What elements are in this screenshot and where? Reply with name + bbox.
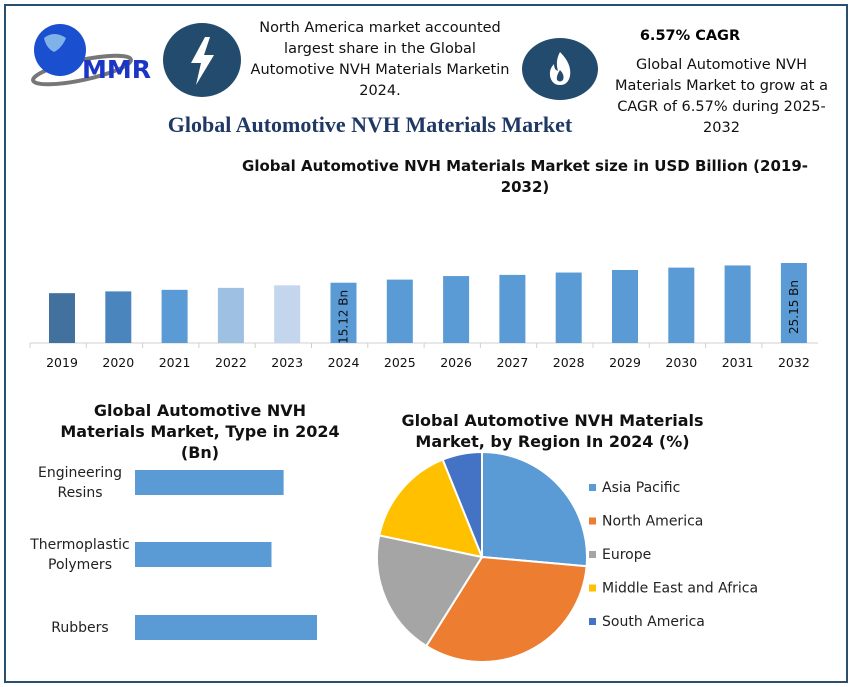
x-tick-label: 2025 (384, 355, 416, 370)
x-tick-label: 2032 (778, 355, 810, 370)
bar-Thermoplastic Polymers (135, 542, 272, 567)
market-size-chart: 2019 2020 2021 2022 2023 2024 15.12 Bn 2025 2026… (29, 263, 819, 370)
bar-2022 (217, 287, 244, 343)
slice-middle-east-and-africa (378, 458, 484, 559)
cagr-note: Global Automotive NVH Materials Market t… (615, 57, 828, 136)
x-tick-label: 2022 (215, 355, 247, 370)
bar-Rubbers (135, 615, 317, 640)
bar-2021 (161, 289, 188, 343)
bar-2027 (499, 274, 526, 343)
x-tick-label: 2026 (440, 355, 472, 370)
type-chart: Engineering Resins Thermoplastic Polymers Ru… (29, 465, 317, 640)
legend-label: Middle East and Africa (602, 581, 758, 597)
x-tick-label: 2019 (46, 355, 78, 370)
legend-swatch (589, 484, 596, 491)
region-chart: Asia Pacific North America Europe Middle Ea… (376, 450, 758, 663)
bar-2028 (555, 272, 582, 343)
bar-2023 (274, 285, 301, 343)
bar-2020 (105, 291, 132, 343)
bar-2030 (668, 267, 695, 343)
data-label: 25.15 Bn (787, 280, 801, 334)
category-label: Thermoplastic (29, 537, 129, 553)
x-tick-label: 2030 (665, 355, 697, 370)
category-label: Rubbers (51, 620, 108, 636)
x-tick-label: 2024 (328, 355, 360, 370)
bar-Engineering Resins (135, 470, 284, 495)
x-tick-label: 2020 (102, 355, 134, 370)
legend-swatch (589, 618, 596, 625)
bar-2029 (612, 269, 638, 343)
legend-swatch (589, 517, 596, 525)
x-tick-label: 2023 (271, 355, 303, 370)
legend-label: Asia Pacific (602, 480, 680, 496)
category-label: Polymers (48, 557, 112, 573)
slice-europe (376, 534, 484, 648)
type-chart-title: Global Automotive NVH Materials Market, … (60, 401, 340, 462)
legend-label: Europe (602, 547, 651, 563)
x-tick-label: 2021 (159, 355, 191, 370)
category-label: Engineering (38, 465, 122, 481)
legend-swatch (589, 584, 596, 592)
legend-label: North America (602, 514, 703, 530)
bar-2025 (386, 279, 413, 343)
lightning-icon (163, 23, 241, 97)
data-label: 15.12 Bn (337, 290, 351, 344)
bar-2026 (443, 276, 470, 343)
market-size-chart-title: Global Automotive NVH Materials Market s… (242, 157, 808, 196)
region-chart-title: Global Automotive NVH Materials Market, … (401, 411, 704, 451)
bar-2032 (780, 263, 807, 343)
x-tick-label: 2027 (496, 355, 528, 370)
cagr-heading: 6.57% CAGR (639, 28, 741, 44)
x-tick-label: 2028 (553, 355, 585, 370)
bar-2019 (49, 293, 75, 343)
mmr-logo: MMR (31, 24, 151, 87)
frame-border (4, 4, 848, 683)
legend-label: South America (602, 614, 705, 630)
slice-asia-pacific (481, 450, 588, 568)
bar-2031 (724, 265, 751, 343)
north-america-note: North America market accounted largest s… (250, 20, 510, 99)
x-tick-label: 2031 (722, 355, 754, 370)
logo-text: MMR (82, 55, 151, 84)
bar-2024 (330, 282, 357, 343)
flame-icon (522, 38, 598, 100)
slice-south-america (441, 450, 483, 558)
category-label: Resins (57, 485, 102, 501)
legend-swatch (589, 551, 596, 558)
page-title: Global Automotive NVH Materials Market (167, 112, 573, 137)
x-tick-label: 2029 (609, 355, 641, 370)
